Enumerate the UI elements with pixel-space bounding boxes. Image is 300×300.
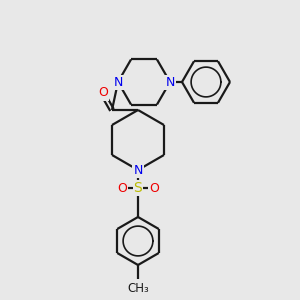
Text: N: N bbox=[133, 164, 143, 176]
Text: CH₃: CH₃ bbox=[127, 282, 149, 295]
Text: N: N bbox=[113, 76, 123, 88]
Text: N: N bbox=[165, 76, 175, 88]
Text: O: O bbox=[117, 182, 127, 194]
Text: O: O bbox=[149, 182, 159, 194]
Text: S: S bbox=[134, 181, 142, 195]
Text: O: O bbox=[98, 86, 108, 100]
